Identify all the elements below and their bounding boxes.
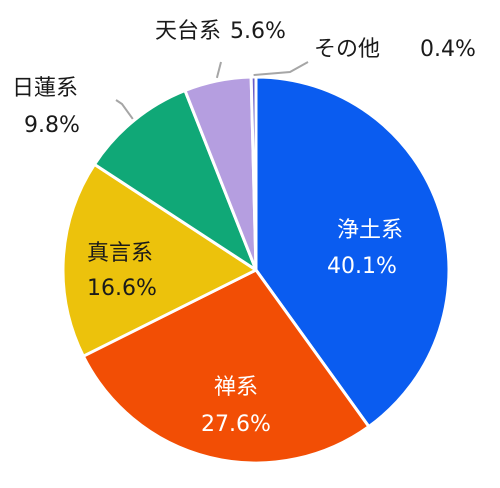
leader-lines [115, 61, 309, 120]
leader-nichiren [115, 99, 134, 120]
label-shingon-name: 真言系 [87, 241, 153, 266]
leader-other [253, 61, 309, 76]
pie-slice-1 [81, 268, 371, 465]
pie-slice-5 [249, 75, 258, 272]
label-nichiren-name: 日蓮系 [12, 76, 78, 101]
pie-slice-2 [61, 162, 258, 358]
pie-slice-0 [254, 75, 451, 429]
label-nichiren-value: 9.8% [24, 113, 80, 138]
label-zen-value: 27.6% [201, 412, 271, 437]
leader-tendai [215, 61, 222, 79]
label-other-value: 0.4% [420, 37, 476, 62]
label-zen-name: 禅系 [214, 375, 258, 400]
pie-slices [61, 75, 451, 465]
pie-slice-3 [92, 89, 258, 272]
label-jodo-value: 40.1% [327, 254, 397, 279]
label-tendai-value: 5.6% [230, 19, 286, 44]
label-jodo-name: 浄土系 [337, 218, 403, 243]
label-tendai-name: 天台系 [155, 19, 221, 44]
label-other-name: その他 [314, 37, 380, 62]
label-shingon-value: 16.6% [87, 276, 157, 301]
